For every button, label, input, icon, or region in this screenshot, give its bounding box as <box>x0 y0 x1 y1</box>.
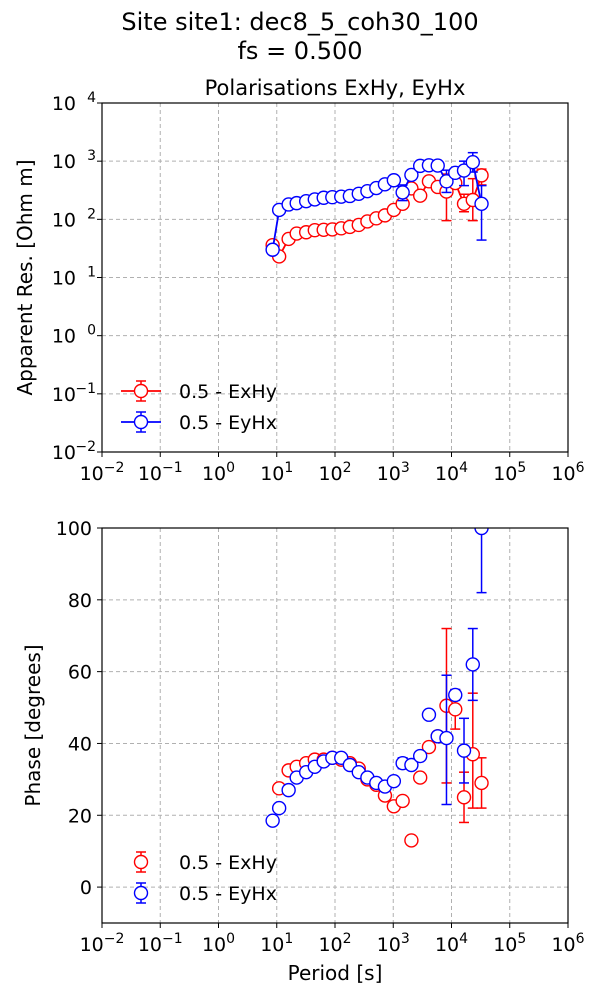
x-tick-label: 106 <box>551 460 584 485</box>
figure-title: Site site1: dec8_5_coh30_100 <box>121 8 478 36</box>
data-point <box>465 154 480 170</box>
x-tick-label: 106 <box>551 931 584 956</box>
y-tick-exponent: −1 <box>75 381 96 397</box>
y-tick-label: 100 <box>56 518 92 540</box>
data-point <box>456 743 472 758</box>
data-point <box>448 702 463 717</box>
x-tick-label: 101 <box>260 460 293 485</box>
data-point <box>456 163 472 178</box>
y-tick-exponent: 3 <box>87 148 96 164</box>
y-tick-label: 20 <box>68 805 92 827</box>
y-tick-label: 10 <box>52 93 76 115</box>
legend-marker <box>133 854 149 870</box>
data-point <box>474 528 489 536</box>
legend-label: 0.5 - ExHy <box>179 852 277 874</box>
y-tick-label: 10 <box>52 151 76 173</box>
x-tick-label: 10−1 <box>138 931 183 956</box>
data-point <box>412 770 428 785</box>
x-tick-label: 100 <box>202 460 235 485</box>
data-point <box>439 730 454 746</box>
y-tick-label: 10 <box>52 209 76 231</box>
y-tick-label: 80 <box>68 590 92 612</box>
axes-frame <box>101 527 569 924</box>
x-tick-label: 104 <box>435 460 468 485</box>
legend-marker <box>133 414 149 430</box>
y-axis-label: Phase [degrees] <box>21 644 45 806</box>
x-tick-label: 103 <box>377 931 410 956</box>
data-point <box>386 173 402 188</box>
legend-entry: 0.5 - EyHx <box>133 882 277 905</box>
data-point <box>439 174 454 189</box>
x-axis-label: Period [s] <box>288 961 383 985</box>
data-point <box>271 800 287 816</box>
data-point <box>395 185 410 200</box>
series-eyhx <box>265 528 489 828</box>
data-point <box>448 687 463 703</box>
x-tick-label: 105 <box>493 931 526 956</box>
data-point <box>412 748 428 764</box>
x-tick-label: 102 <box>318 931 351 956</box>
data-point <box>421 707 437 722</box>
x-tick-label: 10−2 <box>80 460 125 485</box>
data-point <box>465 657 480 672</box>
data-point <box>281 782 296 798</box>
y-tick-label: 40 <box>68 733 92 755</box>
x-tick-label: 104 <box>435 931 468 956</box>
x-tick-label: 10−1 <box>138 460 183 485</box>
data-point <box>421 739 437 755</box>
data-point <box>456 790 472 805</box>
figure-subtitle: fs = 0.500 <box>237 37 362 65</box>
y-tick-exponent: −2 <box>75 439 96 455</box>
legend-entry: 0.5 - ExHy <box>121 380 277 403</box>
legend-label: 0.5 - EyHx <box>179 883 277 905</box>
x-tick-label: 102 <box>318 460 351 485</box>
legend-entry: 0.5 - EyHx <box>121 411 277 434</box>
plot-area <box>265 151 489 264</box>
y-axis-label: Apparent Res. [Ohm m] <box>13 159 37 395</box>
x-tick-label: 100 <box>202 931 235 956</box>
data-point <box>474 196 489 211</box>
axes-frame <box>101 102 569 453</box>
y-tick-exponent: 1 <box>87 265 96 281</box>
data-point <box>412 188 428 203</box>
axes-title: Polarisations ExHy, EyHx <box>205 76 466 100</box>
legend-entry: 0.5 - ExHy <box>133 851 277 874</box>
data-point <box>395 793 410 809</box>
x-tick-label: 10−2 <box>80 931 125 956</box>
y-tick-exponent: 2 <box>87 206 96 222</box>
data-point <box>404 167 419 183</box>
legend-label: 0.5 - EyHx <box>179 412 277 434</box>
series-exhy <box>271 627 489 848</box>
x-tick-label: 105 <box>493 460 526 485</box>
y-tick-exponent: 0 <box>87 323 96 339</box>
y-tick-label: 10 <box>52 384 76 406</box>
y-tick-label: 10 <box>52 268 76 290</box>
y-tick-label: 10 <box>52 326 76 348</box>
data-point <box>430 158 445 173</box>
x-tick-label: 101 <box>260 931 293 956</box>
legend-label: 0.5 - ExHy <box>179 381 277 403</box>
phase-chart: 10−2 10−1 100 101 102 103 104 105 106 0 20 40 60 80 10… <box>21 518 585 985</box>
data-point <box>265 813 280 828</box>
series-eyhx <box>265 151 489 257</box>
y-tick-label: 10 <box>52 442 76 464</box>
legend-marker <box>133 383 149 399</box>
data-point <box>386 773 402 789</box>
data-point <box>404 833 419 848</box>
y-tick-exponent: 4 <box>87 90 96 106</box>
legend-marker <box>133 885 149 901</box>
data-point <box>474 775 489 791</box>
plot-area <box>265 528 489 848</box>
y-tick-label: 60 <box>68 662 92 684</box>
data-point <box>404 757 419 773</box>
data-point <box>265 242 280 257</box>
y-tick-label: 0 <box>80 877 92 899</box>
x-tick-label: 103 <box>377 460 410 485</box>
